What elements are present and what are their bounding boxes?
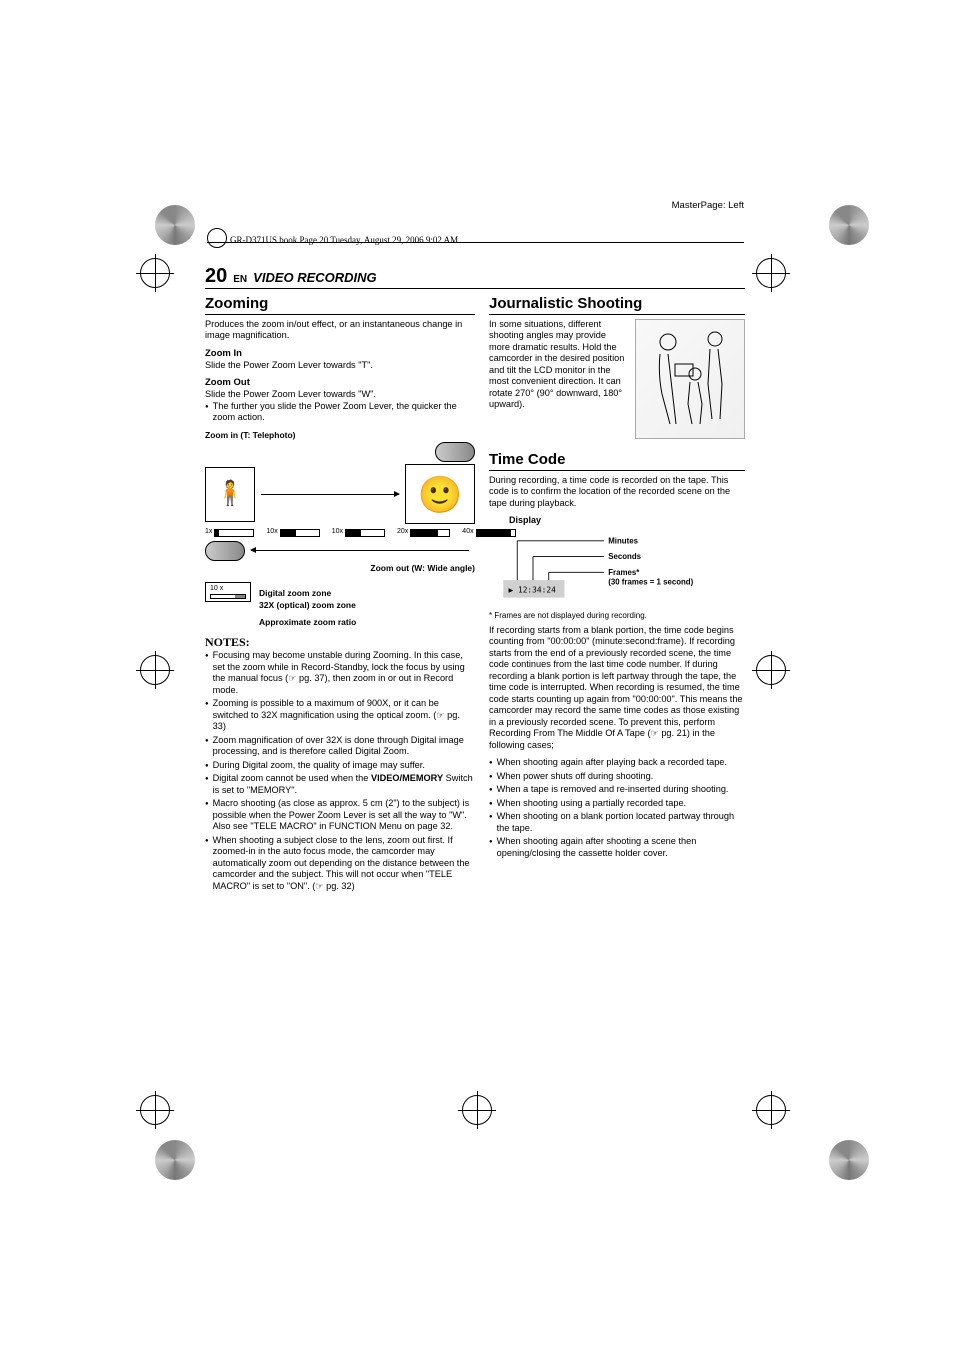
zoom-out-text: Slide the Power Zoom Lever towards "W". <box>205 389 475 401</box>
case-item: When shooting on a blank portion located… <box>489 811 745 834</box>
minutes-label-svg: Minutes <box>608 537 638 546</box>
zoom-zone-labels: Digital zoom zone 32X (optical) zoom zon… <box>259 586 356 630</box>
tele-view-icon: 🙂 <box>405 464 475 524</box>
display-label: Display <box>509 515 745 526</box>
zoom-in-text: Slide the Power Zoom Lever towards "T". <box>205 360 475 372</box>
case-item: When shooting again after playing back a… <box>489 757 745 769</box>
seconds-label-svg: Seconds <box>608 552 641 561</box>
zoom-in-heading: Zoom In <box>205 348 475 360</box>
timecode-intro: During recording, a time code is recorde… <box>489 475 745 510</box>
crop-registration-mark <box>756 258 786 288</box>
zoom-diagram: Zoom in (T: Telephoto) 🧍 🙂 1x 10 <box>205 430 475 630</box>
note-item: Focusing may become unstable during Zoom… <box>205 650 475 696</box>
notes-heading: NOTES: <box>205 635 475 650</box>
section-title: VIDEO RECORDING <box>253 270 377 285</box>
journalistic-heading: Journalistic Shooting <box>489 295 745 315</box>
color-registration-mark <box>829 205 869 245</box>
note-item: Macro shooting (as close as approx. 5 cm… <box>205 798 475 833</box>
color-registration-mark <box>155 1140 195 1180</box>
wide-angle-label: Zoom out (W: Wide angle) <box>205 563 475 574</box>
page-number: 20 <box>205 265 227 288</box>
zoom-scale-row: 1x 10x 10x 20x 40x <box>205 528 475 537</box>
case-item: When shooting using a partially recorded… <box>489 798 745 810</box>
page-header: 20 EN VIDEO RECORDING <box>205 220 745 289</box>
frames-label-svg: Frames* <box>608 568 640 577</box>
zooming-intro: Produces the zoom in/out effect, or an i… <box>205 319 475 342</box>
telephoto-label: Zoom in (T: Telephoto) <box>205 430 475 441</box>
timecode-cases: When shooting again after playing back a… <box>489 757 745 859</box>
timecode-diagram: ▶ 12:34:24 Minutes Seconds Frames* (30 f… <box>489 532 745 605</box>
left-column: Zooming Produces the zoom in/out effect,… <box>205 295 475 898</box>
zoom-lever-icon <box>205 541 245 561</box>
frames-sub-svg: (30 frames = 1 second) <box>608 578 693 587</box>
page-content: 20 EN VIDEO RECORDING Zooming Produces t… <box>205 220 745 898</box>
note-item: During Digital zoom, the quality of imag… <box>205 760 475 772</box>
case-item: When a tape is removed and re-inserted d… <box>489 784 745 796</box>
right-column: Journalistic Shooting In some situations… <box>489 295 745 898</box>
crop-registration-mark <box>140 1095 170 1125</box>
wide-view-icon: 🧍 <box>205 467 255 522</box>
notes-list: Focusing may become unstable during Zoom… <box>205 650 475 892</box>
crop-registration-mark <box>756 655 786 685</box>
timecode-footnote: * Frames are not displayed during record… <box>489 611 745 621</box>
zoom-lever-icon <box>435 442 475 462</box>
note-item: Digital zoom cannot be used when the VID… <box>205 773 475 796</box>
crop-registration-mark <box>756 1095 786 1125</box>
case-item: When power shuts off during shooting. <box>489 771 745 783</box>
zoom-out-bullet: The further you slide the Power Zoom Lev… <box>205 401 475 424</box>
case-item: When shooting again after shooting a sce… <box>489 836 745 859</box>
page-lang: EN <box>233 274 247 285</box>
crop-registration-mark <box>462 1095 492 1125</box>
zooming-heading: Zooming <box>205 295 475 315</box>
timecode-heading: Time Code <box>489 451 745 471</box>
color-registration-mark <box>829 1140 869 1180</box>
arrow-right-icon <box>261 494 399 495</box>
note-item: Zoom magnification of over 32X is done t… <box>205 735 475 758</box>
crop-registration-mark <box>140 258 170 288</box>
zoom-out-heading: Zoom Out <box>205 377 475 389</box>
masterpage-label: MasterPage: Left <box>672 200 744 211</box>
journalistic-figure <box>635 319 745 439</box>
note-item: When shooting a subject close to the len… <box>205 835 475 893</box>
zoom-ratio-box: 10 x <box>205 582 251 603</box>
note-item: Zooming is possible to a maximum of 900X… <box>205 698 475 733</box>
tc-value-text: ▶ 12:34:24 <box>509 586 557 595</box>
color-registration-mark <box>155 205 195 245</box>
crop-registration-mark <box>140 655 170 685</box>
arrow-left-icon <box>251 550 469 551</box>
timecode-body: If recording starts from a blank portion… <box>489 625 745 752</box>
